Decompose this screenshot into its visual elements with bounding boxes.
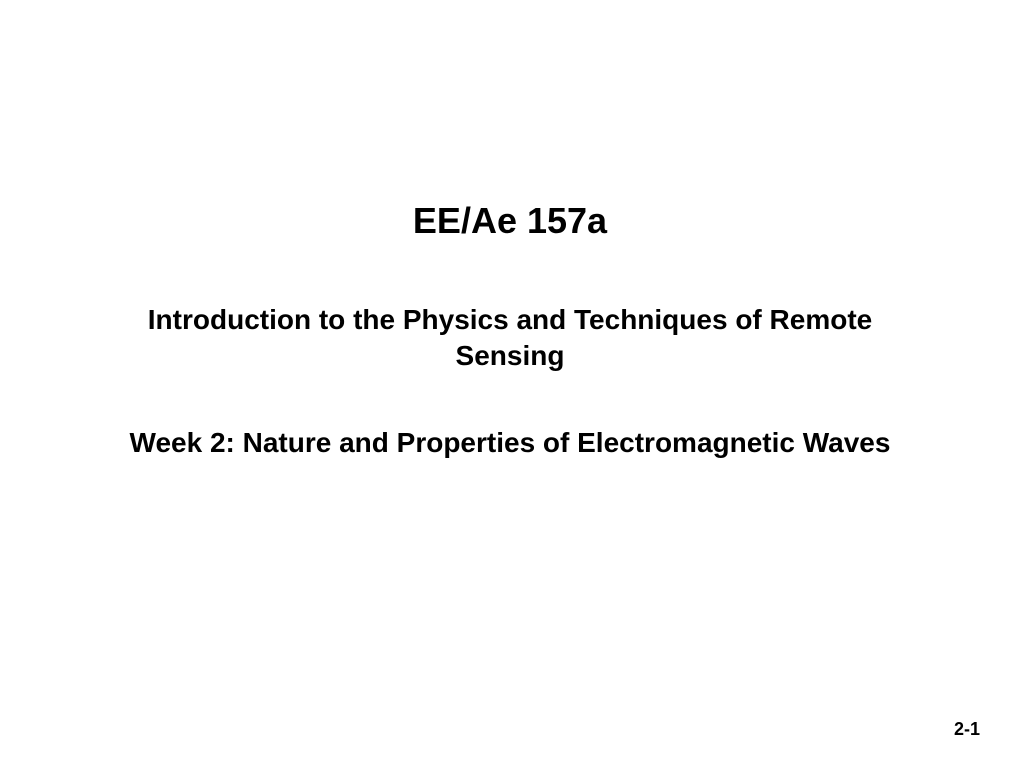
page-number: 2-1 (954, 719, 980, 740)
slide-container: EE/Ae 157a Introduction to the Physics a… (0, 0, 1020, 765)
week-title: Week 2: Nature and Properties of Electro… (130, 425, 891, 461)
course-title: Introduction to the Physics and Techniqu… (100, 302, 920, 375)
course-code: EE/Ae 157a (413, 200, 607, 242)
